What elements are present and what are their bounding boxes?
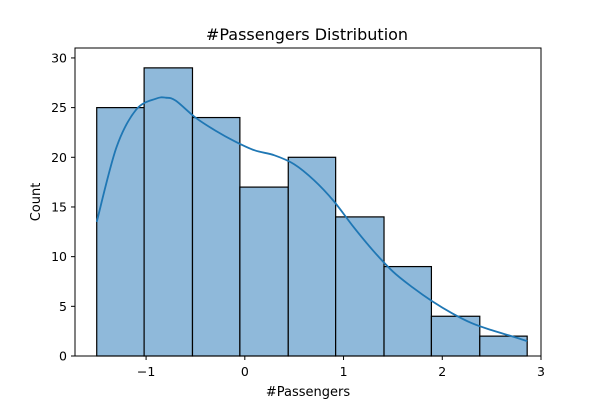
histogram-bar (430, 315, 481, 357)
histogram-bar (383, 265, 433, 357)
y-tick-label: 30 (51, 50, 67, 65)
histogram-bar (335, 216, 385, 357)
histogram-bar (191, 116, 241, 357)
y-tick-label: 5 (59, 299, 67, 314)
kde-curve (95, 96, 528, 342)
histogram-bar (287, 156, 337, 357)
y-axis-label: Count (29, 183, 44, 222)
histogram-bar (143, 67, 194, 357)
histogram-bars (96, 67, 528, 357)
histogram-bar (239, 186, 289, 357)
x-axis: −1 0 1 2 3 (137, 356, 545, 379)
y-tick-label: 20 (51, 150, 67, 165)
x-tick-label: 3 (537, 364, 545, 379)
y-tick-label: 0 (59, 349, 67, 364)
y-tick-label: 10 (51, 249, 67, 264)
y-axis: 0 5 10 15 20 25 30 (51, 50, 75, 364)
x-tick-label: 0 (241, 364, 249, 379)
histogram-bar (96, 107, 145, 357)
plot-area (74, 47, 542, 357)
chart-title: #Passengers Distribution (206, 25, 408, 44)
x-axis-label: #Passengers (266, 385, 350, 400)
y-tick-label: 25 (51, 100, 67, 115)
x-tick-label: 2 (438, 364, 446, 379)
x-tick-label: −1 (137, 364, 155, 379)
x-tick-label: 1 (340, 364, 348, 379)
y-tick-label: 15 (51, 199, 67, 214)
axes-frame (74, 47, 542, 357)
